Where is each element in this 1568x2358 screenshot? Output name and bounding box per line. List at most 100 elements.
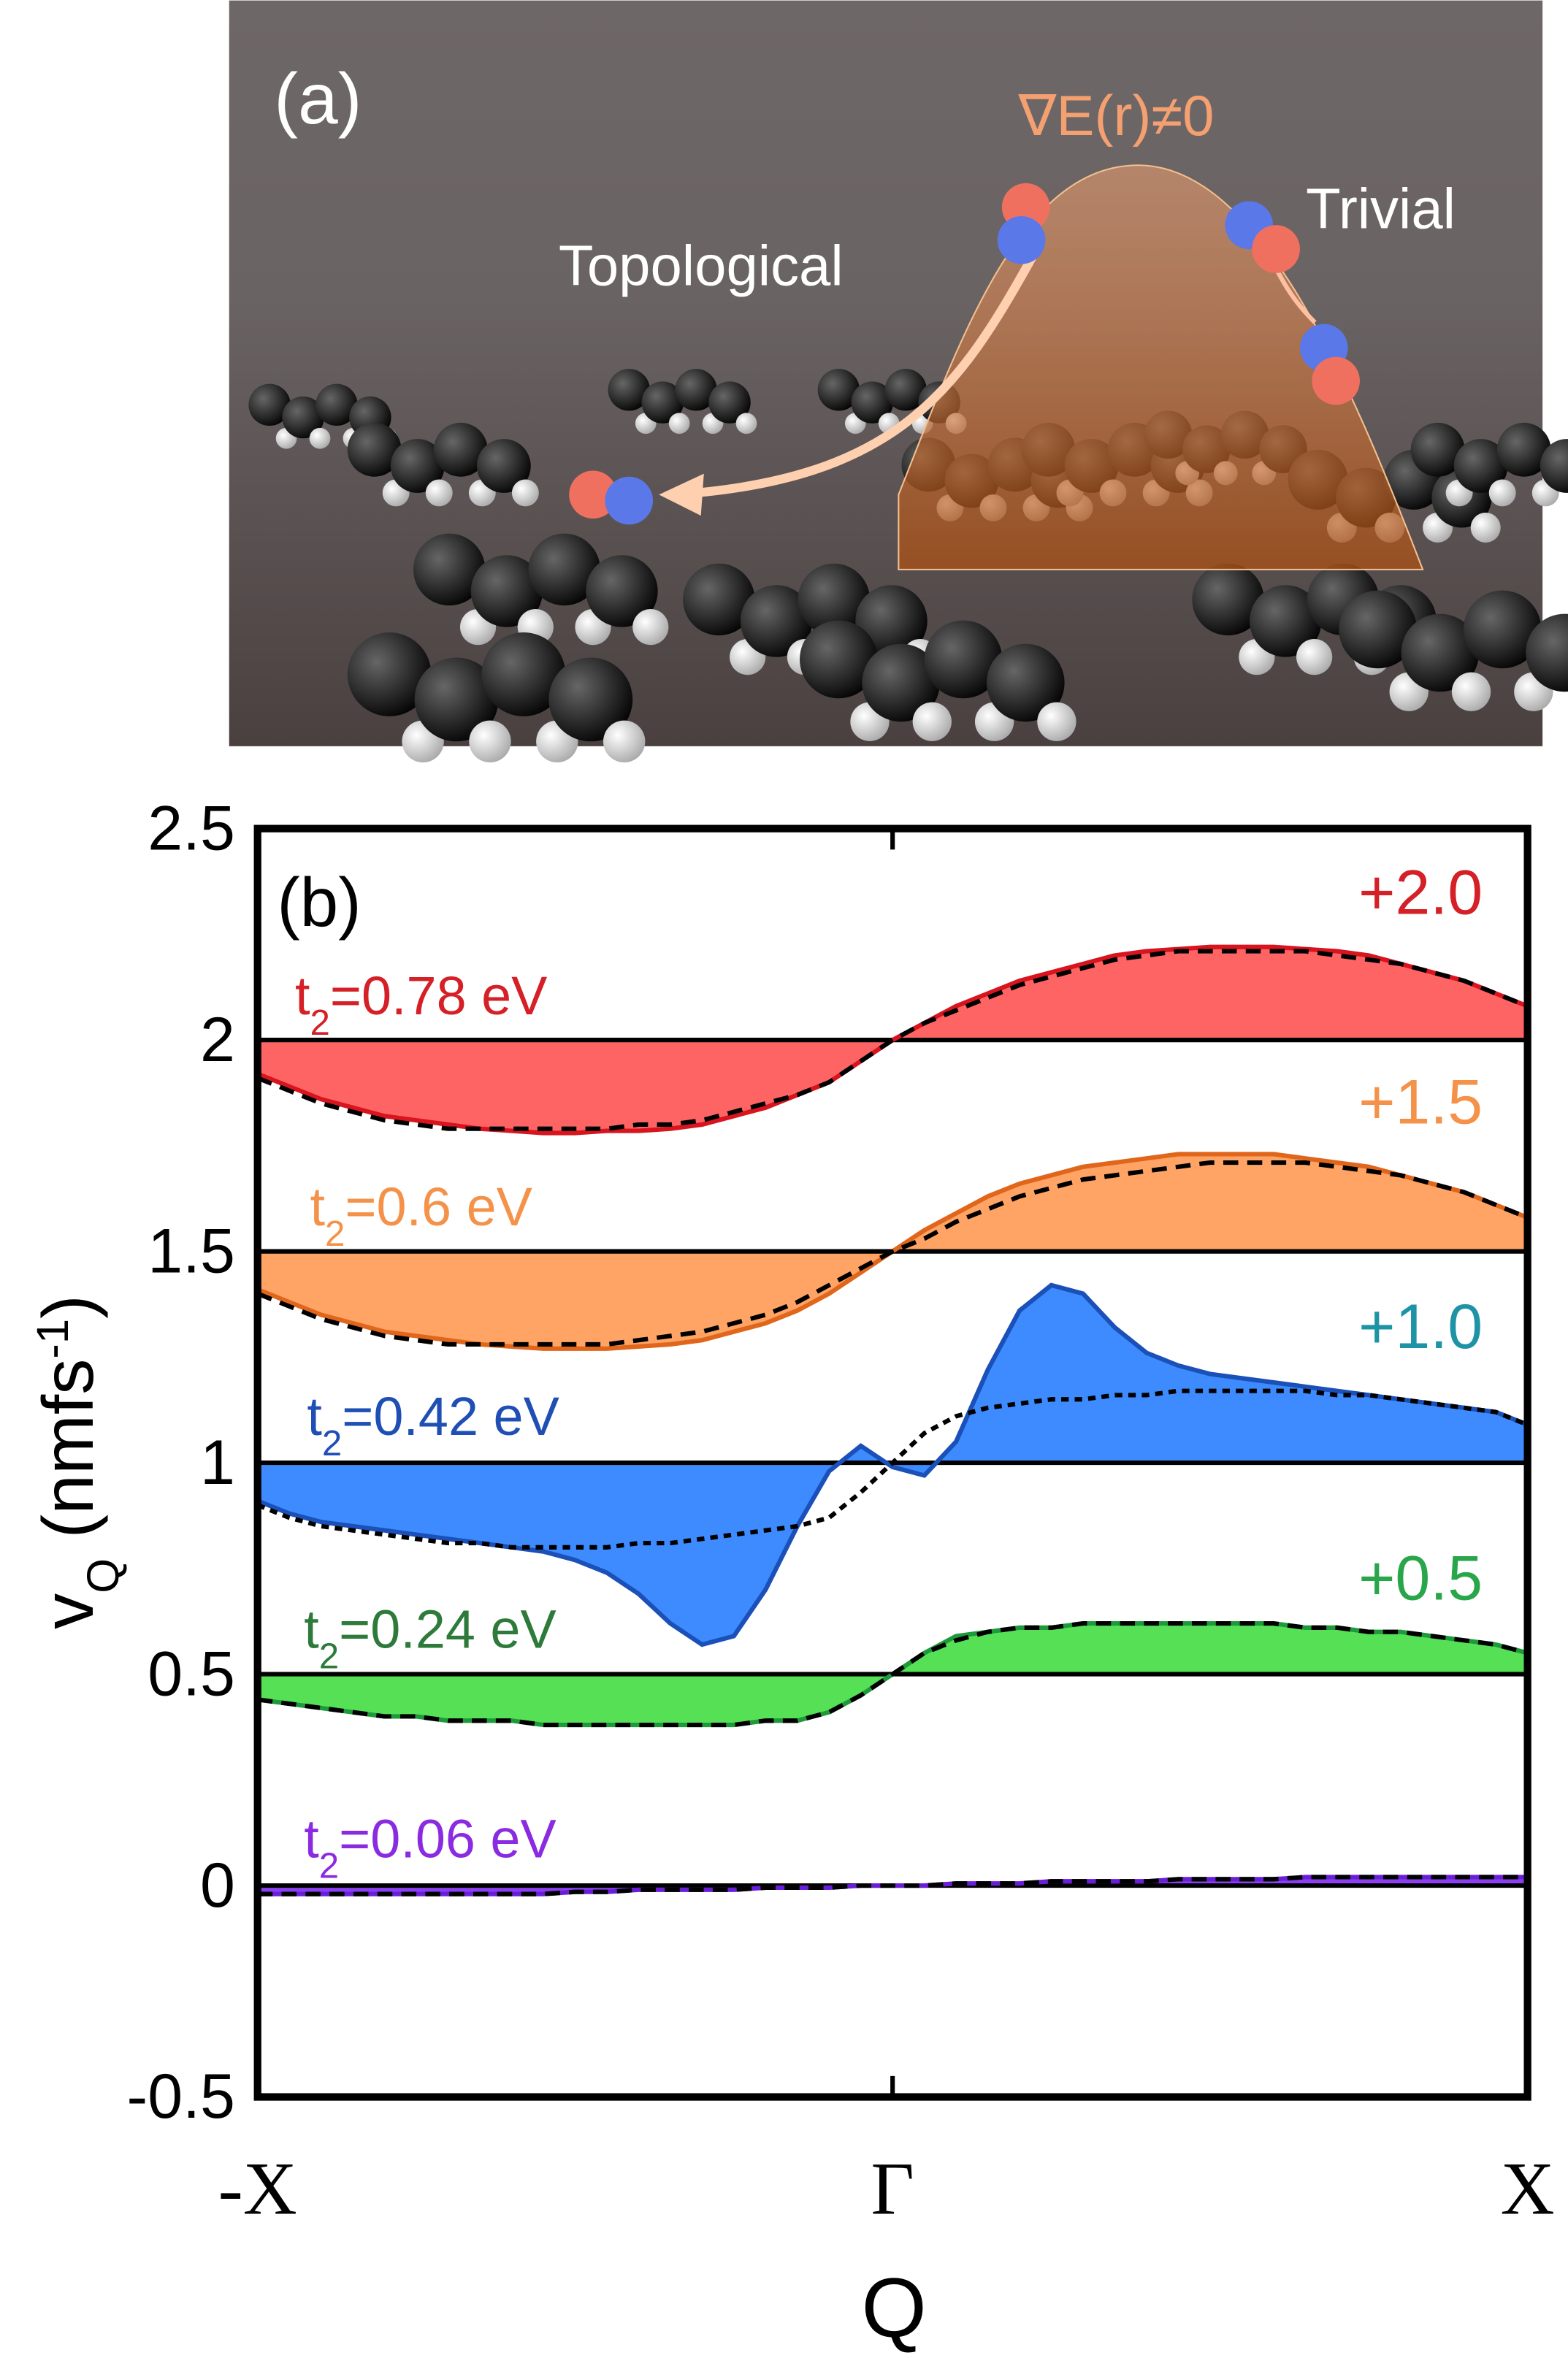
carbon-atom <box>1401 613 1480 692</box>
hydrogen-atom <box>1451 672 1491 711</box>
y-tick-label: 0 <box>200 1850 235 1921</box>
carbon-atom <box>986 643 1065 722</box>
carbon-atom <box>414 657 499 742</box>
y-axis-label-part: Q <box>78 1558 129 1593</box>
y-tick-label: 1 <box>200 1428 235 1498</box>
reference-line <box>257 1875 1528 1896</box>
series-label: t2=0.42 eV <box>307 1386 559 1463</box>
annotation: ∇E(r)≠0 <box>1017 83 1214 148</box>
series-label-part: t <box>295 965 310 1026</box>
series-label-part: t <box>304 1808 319 1869</box>
carbon-atom <box>282 396 324 439</box>
hydrogen-atom <box>735 413 757 435</box>
offset-label: +1.5 <box>1358 1068 1483 1138</box>
carbon-atom <box>798 563 871 636</box>
carbon-atom <box>800 620 878 699</box>
carbon-atom <box>315 383 358 426</box>
hydrogen-atom <box>912 702 952 741</box>
carbon-atom <box>683 563 755 636</box>
hydrogen-atom <box>668 413 690 435</box>
reference-line <box>257 1621 1529 1728</box>
hydrogen-atom <box>425 479 453 507</box>
carbon-atom <box>476 439 531 493</box>
carbon-atom <box>641 381 684 424</box>
hydrogen-atom <box>1296 639 1333 675</box>
hydrogen-atom <box>1470 512 1501 543</box>
carbon-atom <box>1540 439 1568 493</box>
carbon-atom <box>1463 590 1542 669</box>
carbon-atom <box>740 585 813 657</box>
reference-line <box>256 1388 1529 1550</box>
carbon-atom <box>1453 439 1508 493</box>
carbon-atom <box>413 533 486 606</box>
series-label-part: 2 <box>310 1002 329 1042</box>
carbon-atom <box>851 381 893 424</box>
y-axis-label-part: ) <box>28 1295 108 1319</box>
series-label-part: t <box>310 1176 325 1237</box>
plot-frame <box>253 824 1531 2101</box>
annotation: Trivial <box>1306 176 1456 240</box>
panel-label: (a) <box>274 58 362 139</box>
carbon-atom <box>433 422 488 477</box>
y-tick-label: 2 <box>200 1005 235 1075</box>
hydrogen-atom <box>511 479 539 507</box>
hydrogen-atom <box>469 720 511 763</box>
y-tick-label: 2.5 <box>148 793 235 863</box>
series-label: t2=0.6 eV <box>310 1176 532 1254</box>
carbon-atom <box>1192 563 1264 636</box>
carbon-atom <box>608 369 650 411</box>
carbon-atom <box>924 620 1003 699</box>
carbon-atom <box>708 381 751 424</box>
y-axis-label-part: (nmfs <box>28 1359 108 1558</box>
carbon-atom <box>586 555 658 627</box>
carbon-atom <box>1339 590 1417 669</box>
series-label-part: 2 <box>319 1636 339 1676</box>
carbon-atom <box>862 643 940 722</box>
x-tick-label: Γ <box>871 2148 914 2230</box>
y-tick-label: 1.5 <box>148 1216 235 1286</box>
hydrogen-atom <box>1037 702 1076 741</box>
x-axis-label: Q <box>862 2262 927 2355</box>
offset-label: +2.0 <box>1358 858 1483 928</box>
y-tick-label: 0.5 <box>148 1639 235 1709</box>
y-tick-label: -0.5 <box>127 2062 235 2132</box>
carbon-atom <box>1410 422 1465 477</box>
atom-o <box>569 470 617 519</box>
atom-n <box>605 476 654 525</box>
carbon-atom <box>528 533 600 606</box>
y-axis-label-part: v <box>28 1593 108 1629</box>
series-label-part: 2 <box>325 1214 345 1254</box>
series-label-part: =0.24 eV <box>339 1599 557 1659</box>
panel-label: (b) <box>277 864 361 941</box>
series-label: t2=0.24 eV <box>304 1599 556 1676</box>
hydrogen-atom <box>1488 479 1516 507</box>
series-label-part: 2 <box>322 1423 342 1463</box>
atom-o <box>1312 356 1360 405</box>
carbon-atom <box>347 422 402 477</box>
carbon-atom <box>248 383 291 426</box>
series-label-part: =0.6 eV <box>345 1176 532 1237</box>
atom-o <box>1252 225 1300 273</box>
series-label: t2=0.06 eV <box>304 1808 556 1886</box>
carbon-atom <box>347 632 432 716</box>
reference-line <box>256 1160 1529 1347</box>
carbon-atom <box>675 369 717 411</box>
annotation: Topological <box>559 233 844 297</box>
series-label-part: =0.78 eV <box>330 965 548 1026</box>
offset-label: +1.0 <box>1358 1292 1483 1362</box>
x-tick-label: -X <box>218 2148 297 2230</box>
arrow <box>673 253 1038 499</box>
series-label-part: t <box>307 1386 322 1447</box>
carbon-atom <box>1496 422 1551 477</box>
carbon-atom <box>548 657 633 742</box>
series-label-part: 2 <box>319 1845 339 1886</box>
y-axis-label-part: -1 <box>28 1319 78 1359</box>
carbon-atom <box>481 632 566 716</box>
hydrogen-atom <box>309 427 331 449</box>
carbon-atom <box>884 369 927 411</box>
offset-label: +0.5 <box>1358 1544 1483 1614</box>
carbon-atom <box>817 369 860 411</box>
